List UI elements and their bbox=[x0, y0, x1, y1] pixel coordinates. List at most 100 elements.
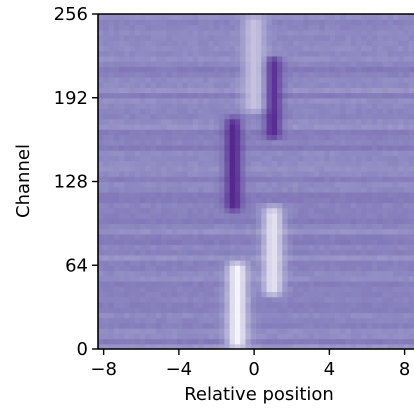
heatmap-cell bbox=[282, 55, 289, 62]
heatmap-cell bbox=[245, 123, 252, 130]
heatmap-cell bbox=[366, 129, 373, 135]
heatmap-cell bbox=[250, 29, 257, 36]
heatmap-cell bbox=[319, 197, 326, 204]
heatmap-cell bbox=[329, 155, 336, 162]
heatmap-cell bbox=[161, 280, 168, 287]
heatmap-cell bbox=[113, 218, 120, 224]
heatmap-cell bbox=[240, 155, 247, 162]
heatmap-cell bbox=[271, 155, 278, 162]
heatmap-cell bbox=[282, 34, 289, 41]
heatmap-cell bbox=[345, 129, 352, 135]
heatmap-cell bbox=[271, 176, 278, 183]
heatmap-cell bbox=[329, 270, 336, 277]
heatmap-cell bbox=[124, 66, 131, 73]
heatmap-cell bbox=[282, 239, 289, 245]
heatmap-cell bbox=[403, 249, 410, 256]
heatmap-cell bbox=[103, 181, 110, 188]
heatmap-cell bbox=[166, 239, 173, 245]
heatmap-cell bbox=[350, 181, 357, 188]
heatmap-cell bbox=[161, 123, 168, 130]
heatmap-cell bbox=[277, 296, 283, 303]
heatmap-cell bbox=[398, 343, 405, 350]
heatmap-cell bbox=[103, 19, 110, 26]
heatmap-cell bbox=[266, 129, 273, 135]
heatmap-cell bbox=[387, 123, 394, 130]
heatmap-cell bbox=[224, 160, 231, 167]
heatmap-cell bbox=[229, 92, 236, 99]
heatmap-cell bbox=[129, 212, 136, 219]
heatmap-cell bbox=[150, 333, 157, 340]
heatmap-cell bbox=[277, 286, 283, 293]
heatmap-cell bbox=[366, 181, 373, 188]
heatmap-cell bbox=[129, 265, 136, 272]
heatmap-cell bbox=[277, 87, 283, 94]
heatmap-cell bbox=[224, 34, 231, 41]
heatmap-cell bbox=[371, 155, 378, 162]
heatmap-cell bbox=[177, 312, 183, 319]
heatmap-cell bbox=[366, 97, 373, 104]
heatmap-cell bbox=[287, 207, 294, 214]
heatmap-cell bbox=[261, 55, 268, 62]
heatmap-cell bbox=[134, 61, 141, 67]
heatmap-cell bbox=[335, 14, 341, 20]
heatmap-cell bbox=[155, 144, 162, 151]
heatmap-cell bbox=[287, 296, 294, 303]
heatmap-cell bbox=[108, 317, 115, 324]
heatmap-cell bbox=[256, 76, 262, 83]
heatmap-cell bbox=[382, 186, 389, 193]
heatmap-cell bbox=[392, 254, 399, 261]
heatmap-cell bbox=[98, 76, 104, 83]
heatmap-cell bbox=[361, 254, 368, 261]
heatmap-cell bbox=[287, 254, 294, 261]
heatmap-cell bbox=[266, 254, 273, 261]
heatmap-cell bbox=[277, 212, 283, 219]
heatmap-cell bbox=[108, 212, 115, 219]
heatmap-cell bbox=[124, 207, 131, 214]
heatmap-cell bbox=[145, 207, 152, 214]
heatmap-cell bbox=[277, 129, 283, 135]
heatmap-cell bbox=[140, 118, 146, 125]
heatmap-cell bbox=[361, 34, 368, 41]
heatmap-cell bbox=[192, 71, 199, 78]
heatmap-cell bbox=[250, 275, 257, 282]
heatmap-cell bbox=[250, 55, 257, 62]
heatmap-cell bbox=[335, 134, 341, 141]
heatmap-cell bbox=[171, 160, 178, 167]
heatmap-cell bbox=[371, 123, 378, 130]
heatmap-cell bbox=[266, 218, 273, 224]
heatmap-cell bbox=[382, 50, 389, 57]
heatmap-cell bbox=[340, 113, 347, 120]
heatmap-cell bbox=[213, 118, 220, 125]
heatmap-cell bbox=[382, 244, 389, 251]
heatmap-cell bbox=[313, 270, 320, 277]
heatmap-cell bbox=[124, 92, 131, 99]
heatmap-cell bbox=[198, 118, 204, 125]
heatmap-cell bbox=[319, 71, 326, 78]
heatmap-cell bbox=[213, 239, 220, 245]
heatmap-cell bbox=[387, 55, 394, 62]
heatmap-cell bbox=[245, 176, 252, 183]
heatmap-cell bbox=[250, 155, 257, 162]
heatmap-cell bbox=[250, 249, 257, 256]
heatmap-cell bbox=[403, 228, 410, 235]
heatmap-cell bbox=[408, 24, 414, 31]
heatmap-cell bbox=[387, 40, 394, 46]
heatmap-cell bbox=[119, 275, 125, 282]
heatmap-cell bbox=[229, 14, 236, 20]
heatmap-cell bbox=[377, 312, 383, 319]
heatmap-cell bbox=[313, 286, 320, 293]
heatmap-cell bbox=[219, 176, 225, 183]
heatmap-cell bbox=[266, 275, 273, 282]
heatmap-cell bbox=[329, 328, 336, 334]
heatmap-cell bbox=[103, 123, 110, 130]
heatmap-cell bbox=[182, 150, 189, 156]
heatmap-cell bbox=[392, 71, 399, 78]
heatmap-cell bbox=[398, 71, 405, 78]
heatmap-cell bbox=[229, 286, 236, 293]
heatmap-cell bbox=[166, 212, 173, 219]
heatmap-cell bbox=[203, 181, 210, 188]
heatmap-cell bbox=[377, 50, 383, 57]
heatmap-cell bbox=[150, 108, 157, 115]
heatmap-cell bbox=[224, 14, 231, 20]
heatmap-cell bbox=[308, 34, 315, 41]
